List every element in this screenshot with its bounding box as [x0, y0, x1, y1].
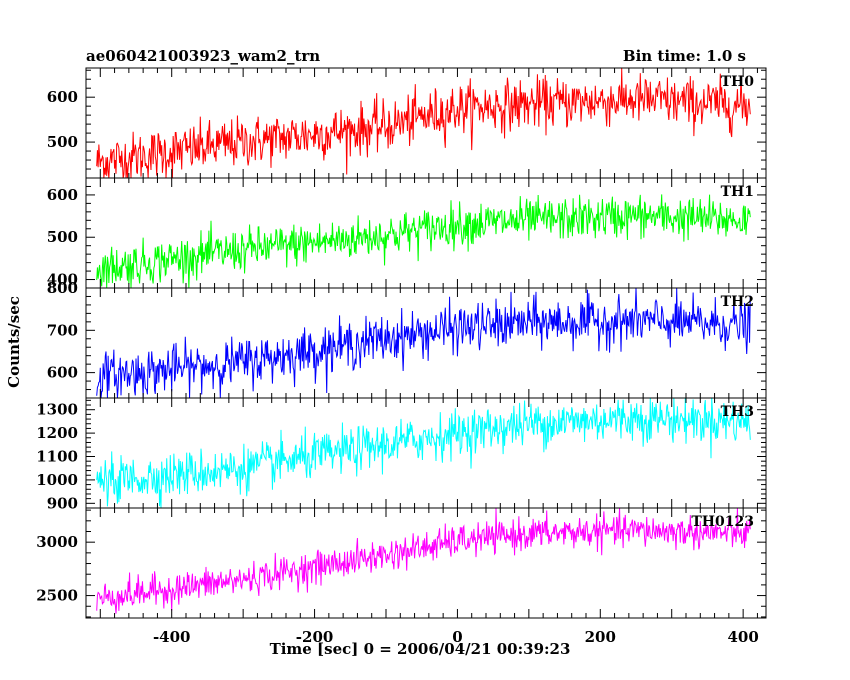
series-line-th0123 [96, 507, 751, 614]
file-title: ae060421003923_wam2_trn [86, 47, 320, 65]
bin-time-label: Bin time: 1.0 s [623, 47, 746, 65]
y-tick-label: 600 [47, 364, 78, 382]
x-axis: -400 -200 0 200 400 [153, 628, 759, 646]
panel-label: TH0123 [691, 514, 754, 530]
x-tick-label: -400 [153, 628, 191, 646]
panel-stack: 500 600 TH0 400 500 600 TH1 600 700 800 TH2 900 1000… [36, 67, 767, 619]
panel-th0123: 2500 3000 TH0123 [36, 507, 767, 619]
y-tick-label: 1000 [36, 471, 78, 489]
panel-th0: 500 600 TH0 [47, 67, 767, 179]
panel-th3: 900 1000 1100 1200 1300 TH3 [36, 397, 767, 512]
series-line-th1 [96, 194, 751, 289]
y-tick-label: 500 [47, 228, 78, 246]
panel-label: TH3 [721, 404, 754, 420]
x-tick-label: 200 [585, 628, 616, 646]
y-tick-label: 1300 [36, 401, 78, 419]
panel-label: TH2 [721, 294, 754, 310]
y-tick-label: 500 [47, 133, 78, 151]
panel-th1: 400 500 600 TH1 [47, 177, 767, 289]
y-tick-label: 3000 [36, 533, 78, 551]
y-tick-label: 800 [47, 279, 78, 297]
series-line-th3 [96, 397, 751, 509]
y-tick-label: 700 [47, 321, 78, 339]
y-tick-label: 2500 [36, 587, 78, 605]
y-tick-label: 600 [47, 186, 78, 204]
panel-frame [85, 507, 767, 619]
x-tick-label: 0 [452, 628, 462, 646]
x-tick-label: 400 [727, 628, 758, 646]
series-line-th0 [96, 67, 751, 179]
panel-th2: 600 700 800 TH2 [47, 279, 767, 399]
panel-label: TH1 [721, 184, 754, 200]
y-axis-label: Counts/sec [5, 296, 23, 388]
y-tick-label: 600 [47, 88, 78, 106]
y-tick-label: 1200 [36, 424, 78, 442]
x-tick-label: -200 [296, 628, 334, 646]
series-line-th2 [96, 287, 751, 399]
y-tick-label: 1100 [36, 448, 78, 466]
y-tick-label: 400 [47, 271, 78, 289]
y-tick-label: 900 [47, 494, 78, 512]
x-axis-label: Time [sec] 0 = 2006/04/21 00:39:23 [270, 640, 571, 658]
panel-label: TH0 [721, 74, 755, 90]
